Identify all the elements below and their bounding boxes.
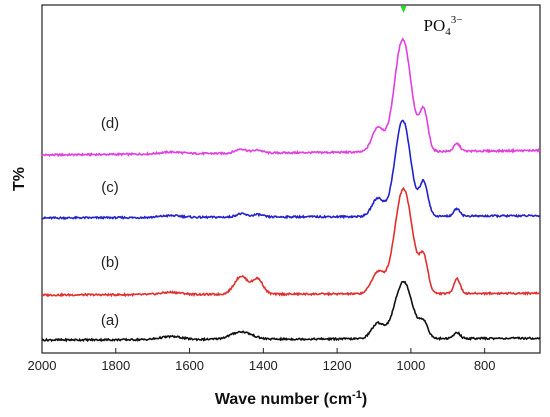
phosphate-sub: 4 [445, 26, 451, 38]
series-labels: (d) (c) (b) (a) [101, 115, 119, 329]
series-line [41, 186, 541, 298]
series-line [41, 280, 541, 343]
series-line [41, 37, 541, 158]
x-axis-ticks: 2000 1800 1600 1400 1200 1000 800 [28, 348, 496, 373]
x-axis-label: Wave number (cm-1) [215, 389, 367, 408]
y-axis-label: T% [11, 167, 28, 191]
series-label: (b) [101, 254, 119, 271]
x-tick-label: 1400 [249, 358, 278, 373]
phosphate-annotation: PO43− [400, 6, 463, 38]
x-axis-label-sup: -1 [352, 389, 362, 401]
x-axis-label-close: ) [362, 391, 367, 408]
phosphate-sup: 3− [451, 14, 463, 26]
phosphate-label: PO43− [424, 14, 463, 38]
series-label: (d) [101, 115, 119, 132]
x-axis-label-main: Wave number (cm [215, 391, 352, 408]
x-tick-label: 1000 [396, 358, 425, 373]
series-label: (a) [101, 312, 119, 329]
x-tick-label: 1800 [101, 358, 130, 373]
series-label: (c) [101, 179, 119, 196]
spectra [41, 37, 541, 343]
series-line [41, 119, 541, 221]
x-tick-label: 1600 [175, 358, 204, 373]
x-tick-label: 1200 [323, 358, 352, 373]
x-tick-label: 800 [474, 358, 496, 373]
plot-frame [41, 4, 541, 354]
peak-marker-icon [400, 6, 407, 13]
phosphate-base: PO [424, 16, 446, 35]
x-tick-label: 2000 [28, 358, 57, 373]
